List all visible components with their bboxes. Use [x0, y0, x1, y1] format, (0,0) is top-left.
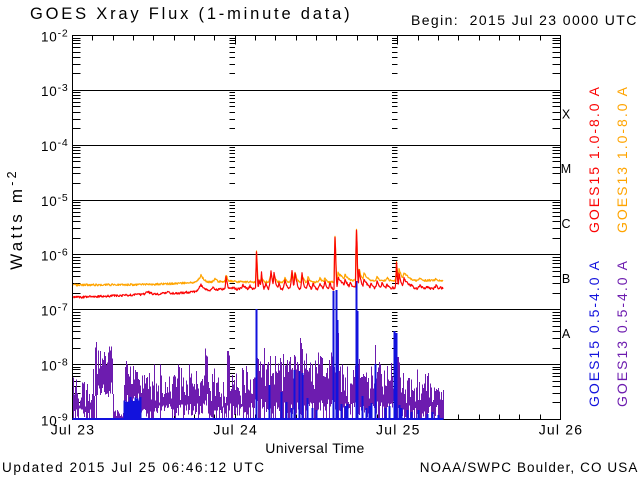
svg-text:GOES15 0.5-4.0 A: GOES15 0.5-4.0 A — [586, 259, 602, 407]
svg-text:Jul 23: Jul 23 — [51, 422, 96, 438]
svg-text:Jul 24: Jul 24 — [213, 422, 258, 438]
svg-text:GOES Xray Flux (1-minute data): GOES Xray Flux (1-minute data) — [30, 5, 352, 23]
svg-text:A: A — [562, 327, 571, 341]
svg-text:C: C — [561, 217, 570, 231]
svg-text:Jul 26: Jul 26 — [539, 422, 584, 438]
svg-text:GOES15 1.0-8.0 A: GOES15 1.0-8.0 A — [586, 85, 602, 233]
svg-text:M: M — [561, 162, 571, 176]
svg-text:GOES13 1.0-8.0 A: GOES13 1.0-8.0 A — [614, 85, 630, 233]
svg-text:Universal Time: Universal Time — [265, 440, 365, 456]
svg-text:Begin: 2015 Jul 23 0000 UTC: Begin: 2015 Jul 23 0000 UTC — [411, 12, 638, 28]
svg-text:Jul 25: Jul 25 — [376, 422, 421, 438]
svg-text:GOES13 0.5-4.0 A: GOES13 0.5-4.0 A — [614, 259, 630, 407]
svg-text:Updated 2015 Jul 25 06:46:12 U: Updated 2015 Jul 25 06:46:12 UTC — [2, 460, 266, 475]
svg-text:NOAA/SWPC Boulder, CO USA: NOAA/SWPC Boulder, CO USA — [420, 460, 639, 475]
svg-text:B: B — [562, 272, 570, 286]
svg-text:X: X — [562, 107, 571, 121]
svg-text:Watts m-2: Watts m-2 — [5, 168, 26, 270]
